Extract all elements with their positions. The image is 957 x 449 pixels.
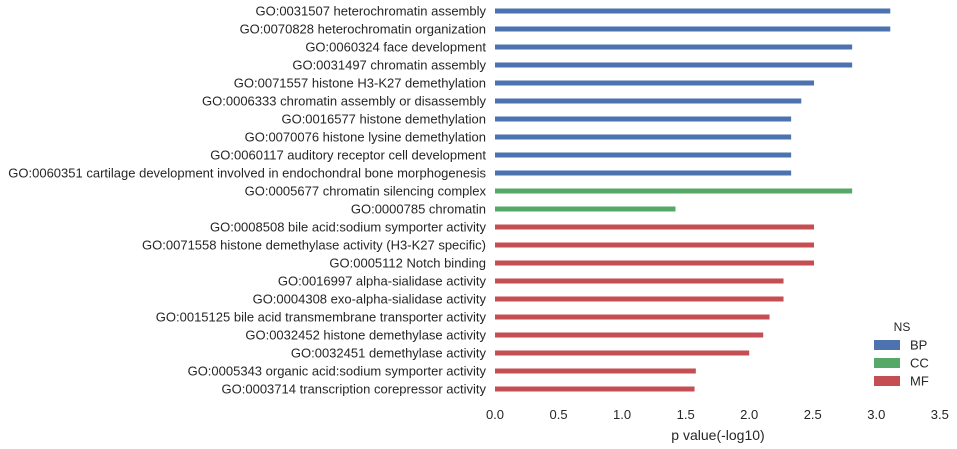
x-axis-title: p value(-log10): [671, 427, 764, 443]
x-tick-label-1: 0.5: [550, 407, 568, 422]
bar-8: [495, 134, 792, 140]
x-tick-label-0: 0.0: [486, 407, 504, 422]
bar-20: [495, 350, 750, 356]
bar-10: [495, 170, 792, 176]
bar-15: [495, 260, 815, 266]
category-label-4: GO:0031497 chromatin assembly: [292, 58, 486, 73]
category-label-8: GO:0070076 histone lysine demethylation: [245, 130, 486, 145]
x-tick-label-5: 2.5: [804, 407, 822, 422]
bar-14: [495, 242, 815, 248]
category-label-11: GO:0005677 chromatin silencing complex: [245, 184, 487, 199]
category-labels-group: GO:0031507 heterochromatin assembly GO:00…: [8, 4, 486, 397]
bar-11: [495, 188, 853, 194]
bar-16: [495, 278, 784, 284]
category-label-17: GO:0004308 exo-alpha-sialidase activity: [253, 292, 487, 307]
bar-12: [495, 206, 676, 212]
category-label-10: GO:0060351 cartilage development involve…: [8, 166, 486, 181]
category-label-12: GO:0000785 chromatin: [351, 202, 486, 217]
bars-group: [495, 8, 891, 392]
legend-swatch-bp: [874, 340, 900, 350]
bar-9: [495, 152, 792, 158]
legend-title: NS: [894, 320, 911, 334]
bar-4: [495, 62, 853, 68]
legend-label-mf: MF: [910, 374, 929, 389]
bar-17: [495, 296, 784, 302]
x-tick-label-6: 3.0: [867, 407, 885, 422]
legend-items: BP CC MF: [874, 338, 929, 389]
category-label-13: GO:0008508 bile acid:sodium symporter ac…: [210, 220, 487, 235]
bar-18: [495, 314, 770, 320]
x-tick-label-4: 2.0: [740, 407, 758, 422]
bar-22: [495, 386, 695, 392]
x-tick-label-7: 3.5: [931, 407, 949, 422]
legend-label-cc: CC: [910, 356, 929, 371]
bar-21: [495, 368, 696, 374]
bar-5: [495, 80, 815, 86]
legend: NS BP CC MF: [874, 320, 929, 389]
bar-1: [495, 8, 891, 14]
bar-7: [495, 116, 792, 122]
category-label-19: GO:0032452 histone demethylase activity: [245, 328, 486, 343]
category-label-21: GO:0005343 organic acid:sodium symporter…: [188, 364, 487, 379]
bar-19: [495, 332, 764, 338]
category-label-20: GO:0032451 demethylase activity: [291, 346, 487, 361]
category-label-9: GO:0060117 auditory receptor cell develo…: [210, 148, 486, 163]
legend-swatch-cc: [874, 358, 900, 368]
bar-3: [495, 44, 853, 50]
category-label-7: GO:0016577 histone demethylation: [281, 112, 486, 127]
bar-13: [495, 224, 815, 230]
x-tick-label-2: 1.0: [613, 407, 631, 422]
category-label-18: GO:0015125 bile acid transmembrane trans…: [156, 310, 487, 325]
legend-label-bp: BP: [910, 338, 927, 353]
category-label-2: GO:0070828 heterochromatin organization: [240, 22, 486, 37]
category-label-3: GO:0060324 face development: [305, 40, 486, 55]
bar-6: [495, 98, 802, 104]
category-label-5: GO:0071557 histone H3-K27 demethylation: [234, 76, 486, 91]
category-label-22: GO:0003714 transcription corepressor act…: [222, 382, 487, 397]
category-label-14: GO:0071558 histone demethylase activity …: [142, 238, 486, 253]
category-label-1: GO:0031507 heterochromatin assembly: [255, 4, 486, 19]
category-label-15: GO:0005112 Notch binding: [329, 256, 486, 271]
x-tick-label-3: 1.5: [677, 407, 695, 422]
x-tick-labels-group: 0.0 0.5 1.0 1.5 2.0 2.5 3.0 3.5: [486, 407, 949, 422]
bar-2: [495, 26, 891, 32]
category-label-16: GO:0016997 alpha-sialidase activity: [278, 274, 487, 289]
legend-swatch-mf: [874, 376, 900, 386]
category-label-6: GO:0006333 chromatin assembly or disasse…: [202, 94, 486, 109]
